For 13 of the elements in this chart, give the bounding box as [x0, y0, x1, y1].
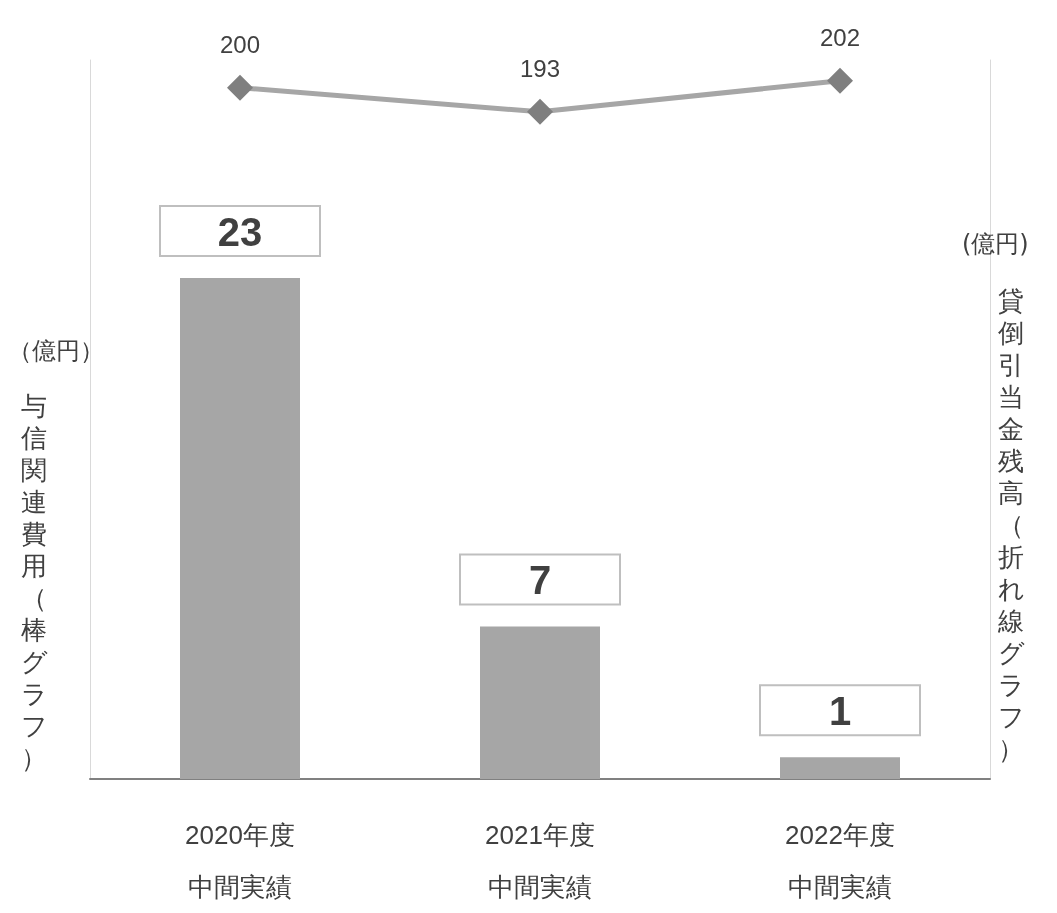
data-label: 200: [219, 31, 261, 59]
text: 与信関連費用（棒グラフ）: [20, 391, 48, 773]
x-tick-label: 2021年度中間実績: [485, 820, 595, 902]
annotation: （億円）: [8, 336, 104, 367]
data-label: 193: [519, 55, 561, 83]
data-label: 23: [217, 209, 263, 254]
annotation: (億円): [962, 229, 1029, 260]
data-label: 1: [828, 689, 852, 734]
x-tick-label: 2020年度中間実績: [185, 820, 295, 902]
x-tick-label: 2022年度中間実績: [785, 820, 895, 902]
data-label: 7: [528, 558, 552, 603]
text: 貸倒引当金残高（折れ線グラフ）: [997, 286, 1025, 764]
data-label: 202: [819, 24, 861, 52]
